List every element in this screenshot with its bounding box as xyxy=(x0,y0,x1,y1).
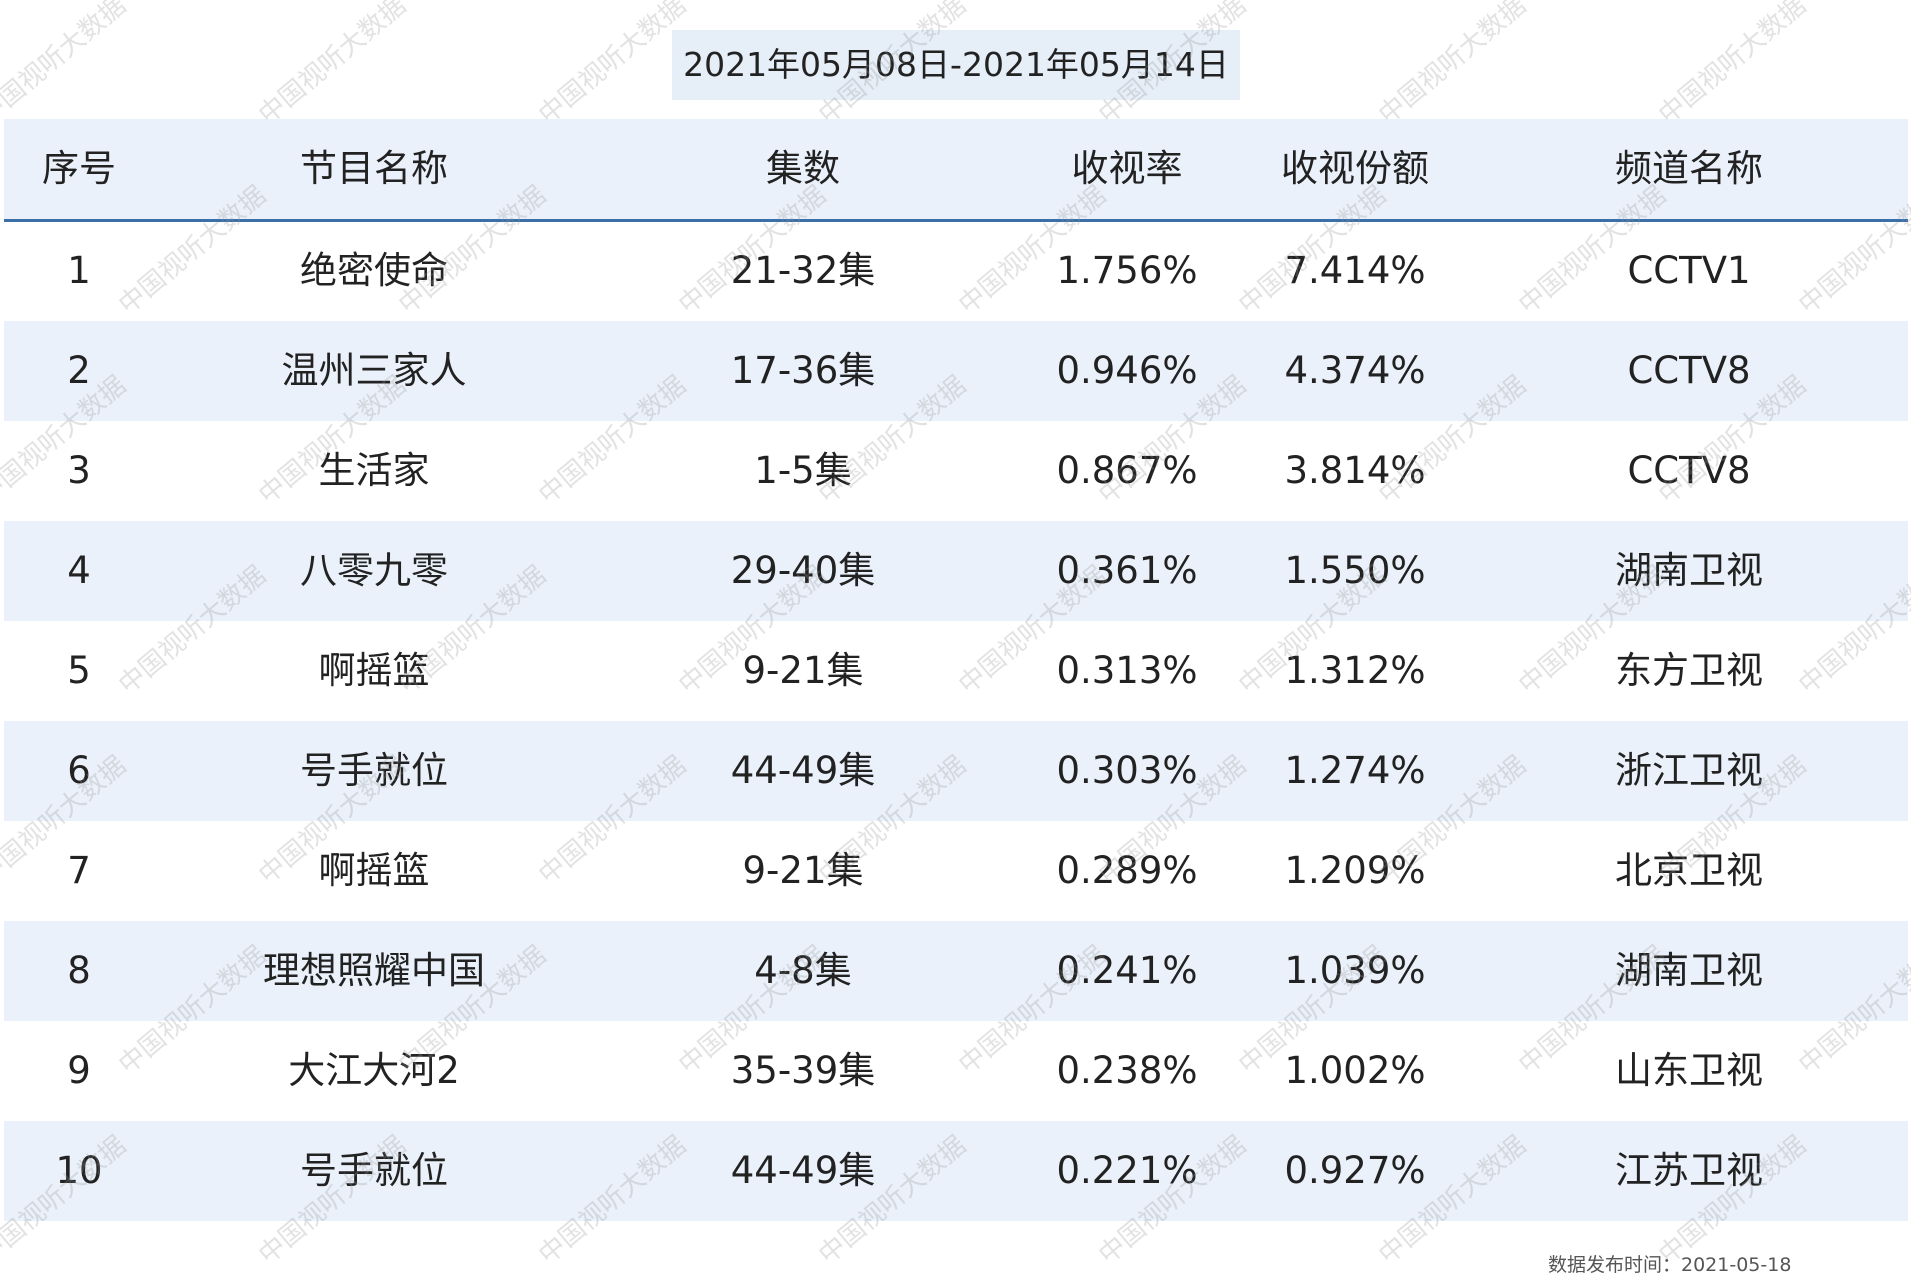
table-cell: 江苏卫视 xyxy=(1615,1149,1763,1192)
table-cell: 3 xyxy=(67,449,91,492)
table-cell: 0.289% xyxy=(1056,849,1198,892)
table-cell: CCTV1 xyxy=(1627,249,1751,292)
header-cell: 节目名称 xyxy=(300,147,448,190)
table-row: 3 生活家 1-5集 0.867% 3.814% CCTV8 xyxy=(4,421,1908,521)
table-cell: 44-49集 xyxy=(730,1149,876,1192)
table-row: 9 大江大河2 35-39集 0.238% 1.002% 山东卫视 xyxy=(4,1021,1908,1121)
table-cell: 大江大河2 xyxy=(288,1049,460,1092)
table-cell: 生活家 xyxy=(318,449,430,492)
table-cell: 17-36集 xyxy=(730,349,876,392)
table-cell: 1.550% xyxy=(1284,549,1426,592)
table-cell: 4-8集 xyxy=(754,949,852,992)
date-range-title: 2021年05月08日-2021年05月14日 xyxy=(672,30,1240,100)
table-cell: 浙江卫视 xyxy=(1615,749,1763,792)
watermark: 中国视听大数据 xyxy=(533,0,692,131)
table-row: 5 啊摇篮 9-21集 0.313% 1.312% 东方卫视 xyxy=(4,621,1908,721)
table-cell: 湖南卫视 xyxy=(1615,949,1763,992)
table-row: 1 绝密使命 21-32集 1.756% 7.414% CCTV1 xyxy=(4,221,1908,321)
table-cell: 0.313% xyxy=(1056,649,1198,692)
table-cell: 4.374% xyxy=(1284,349,1426,392)
table-cell: 10 xyxy=(55,1149,103,1192)
table-cell: 4 xyxy=(67,549,91,592)
header-cell: 收视份额 xyxy=(1281,147,1429,190)
table-cell: 理想照耀中国 xyxy=(263,949,485,992)
table-cell: 号手就位 xyxy=(300,1149,448,1192)
table-row: 8 理想照耀中国 4-8集 0.241% 1.039% 湖南卫视 xyxy=(4,921,1908,1021)
header-cell: 集数 xyxy=(766,147,840,190)
watermark: 中国视听大数据 xyxy=(1373,0,1532,131)
table-cell: 1 xyxy=(67,249,91,292)
table-cell: 1.312% xyxy=(1284,649,1426,692)
table-cell: 湖南卫视 xyxy=(1615,549,1763,592)
table-cell: 3.814% xyxy=(1284,449,1426,492)
table-cell: 44-49集 xyxy=(730,749,876,792)
table-cell: 1.039% xyxy=(1284,949,1426,992)
table-cell: 1.274% xyxy=(1284,749,1426,792)
watermark: 中国视听大数据 xyxy=(253,0,412,131)
table-cell: 8 xyxy=(67,949,91,992)
table-row: 7 啊摇篮 9-21集 0.289% 1.209% 北京卫视 xyxy=(4,821,1908,921)
table-cell: 0.241% xyxy=(1056,949,1198,992)
table-cell: 0.946% xyxy=(1056,349,1198,392)
table-row: 6 号手就位 44-49集 0.303% 1.274% 浙江卫视 xyxy=(4,721,1908,821)
table-cell: 山东卫视 xyxy=(1615,1049,1763,1092)
table-cell: 9-21集 xyxy=(742,649,864,692)
table-cell: 0.867% xyxy=(1056,449,1198,492)
header-cell: 序号 xyxy=(42,147,116,190)
table-cell: 5 xyxy=(67,649,91,692)
watermark: 中国视听大数据 xyxy=(1653,0,1812,131)
table-cell: 35-39集 xyxy=(730,1049,876,1092)
table-cell: 啊摇篮 xyxy=(318,849,430,892)
table-cell: 东方卫视 xyxy=(1615,649,1763,692)
watermark: 中国视听大数据 xyxy=(0,0,132,131)
header-row: 序号 节目名称 集数 收视率 收视份额 频道名称 xyxy=(4,119,1908,219)
table-cell: CCTV8 xyxy=(1627,449,1751,492)
table-cell: 29-40集 xyxy=(730,549,876,592)
table-cell: 0.927% xyxy=(1284,1149,1426,1192)
table-cell: 2 xyxy=(67,349,91,392)
table-cell: 1.756% xyxy=(1056,249,1198,292)
table-row: 4 八零九零 29-40集 0.361% 1.550% 湖南卫视 xyxy=(4,521,1908,621)
table-cell: 绝密使命 xyxy=(300,249,448,292)
table-cell: 1-5集 xyxy=(754,449,852,492)
table-row: 2 温州三家人 17-36集 0.946% 4.374% CCTV8 xyxy=(4,321,1908,421)
table-cell: 1.209% xyxy=(1284,849,1426,892)
table-cell: 0.361% xyxy=(1056,549,1198,592)
table-cell: 号手就位 xyxy=(300,749,448,792)
table-row: 10 号手就位 44-49集 0.221% 0.927% 江苏卫视 xyxy=(4,1121,1908,1221)
table-cell: 北京卫视 xyxy=(1615,849,1763,892)
table-cell: 0.238% xyxy=(1056,1049,1198,1092)
table-cell: 啊摇篮 xyxy=(318,649,430,692)
header-divider xyxy=(4,219,1908,222)
table-cell: 八零九零 xyxy=(300,549,448,592)
table-cell: 7.414% xyxy=(1284,249,1426,292)
table-cell: 21-32集 xyxy=(730,249,876,292)
header-cell: 收视率 xyxy=(1071,147,1183,190)
header-cell: 频道名称 xyxy=(1615,147,1763,190)
table-cell: 0.303% xyxy=(1056,749,1198,792)
table-cell: 7 xyxy=(67,849,91,892)
table-cell: CCTV8 xyxy=(1627,349,1751,392)
table-cell: 9 xyxy=(67,1049,91,1092)
table-cell: 1.002% xyxy=(1284,1049,1426,1092)
table-cell: 9-21集 xyxy=(742,849,864,892)
table-cell: 0.221% xyxy=(1056,1149,1198,1192)
release-date: 数据发布时间：2021-05-18 xyxy=(1548,1254,1792,1276)
table-cell: 6 xyxy=(67,749,91,792)
table-cell: 温州三家人 xyxy=(281,349,467,392)
